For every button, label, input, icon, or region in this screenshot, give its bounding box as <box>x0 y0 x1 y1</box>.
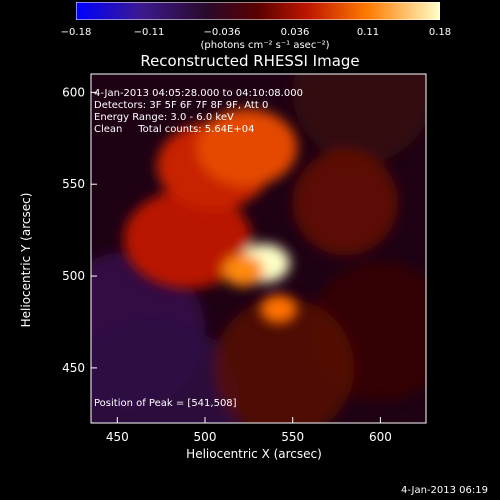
y-axis-label: Heliocentric Y (arcsec) <box>19 192 33 328</box>
energy-range-annotation: Energy Range: 3.0 - 6.0 keV <box>94 112 234 123</box>
background-patch <box>213 297 355 423</box>
time-range-annotation: 4-Jan-2013 04:05:28.000 to 04:10:08.000 <box>94 88 303 99</box>
x-tick-label: 550 <box>281 430 304 444</box>
colorbar-tick-label: 0.18 <box>428 27 452 38</box>
footer-timestamp: 4-Jan-2013 06:19 <box>401 485 488 496</box>
colorbar-tick-label: 0.036 <box>280 27 310 38</box>
clean-annotation: Clean Total counts: 5.64E+04 <box>94 124 255 135</box>
background-patch <box>292 149 398 256</box>
x-axis-label: Heliocentric X (arcsec) <box>186 447 322 461</box>
colorbar-tick-label: −0.18 <box>60 27 92 38</box>
emission-source <box>196 108 298 187</box>
plot-frame <box>90 73 427 424</box>
colorbar <box>76 2 440 20</box>
colorbar-units: (photons cm⁻² s⁻¹ asec⁻²) <box>200 40 330 51</box>
chart-title: Reconstructed RHESSI Image <box>140 52 360 70</box>
colorbar-ticks: −0.18 −0.11 −0.036 0.036 0.11 0.18 (phot… <box>0 0 500 60</box>
detectors-annotation: Detectors: 3F 5F 6F 7F 8F 9F, Att 0 <box>94 100 269 111</box>
x-tick-label: 450 <box>106 430 129 444</box>
emission-source <box>260 295 297 324</box>
x-tick-label: 500 <box>194 430 217 444</box>
peak-position-annotation: Position of Peak = [541,508] <box>94 398 237 409</box>
x-tick-label: 600 <box>369 430 392 444</box>
colorbar-tick-label: −0.036 <box>203 27 241 38</box>
emission-source <box>223 254 265 287</box>
background-patch <box>292 74 426 163</box>
y-tick-label: 550 <box>62 177 85 191</box>
y-tick-label: 450 <box>62 361 85 375</box>
y-tick-label: 500 <box>62 269 85 283</box>
background-patch <box>91 316 241 423</box>
colorbar-tick-label: 0.11 <box>356 27 380 38</box>
y-tick-label: 600 <box>62 85 85 99</box>
colorbar-tick-label: −0.11 <box>133 27 165 38</box>
emission-source <box>123 190 252 289</box>
